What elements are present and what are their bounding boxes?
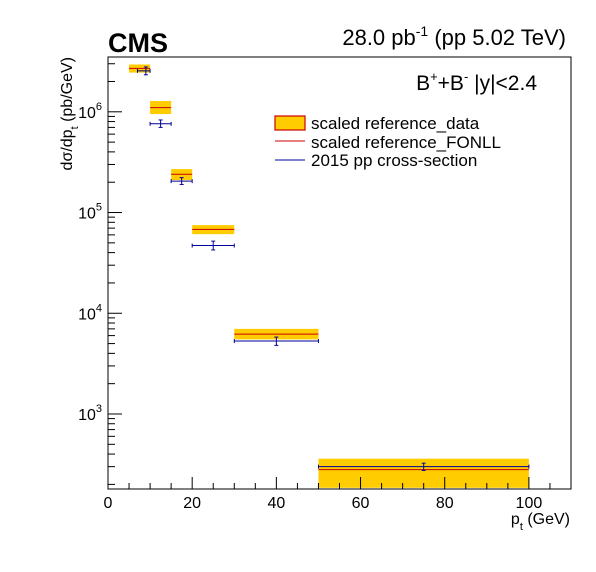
x-tick-label-80: 80 (436, 495, 454, 512)
x-tick-label-100: 100 (516, 495, 543, 512)
luminosity-exponent: -1 (416, 23, 429, 39)
y-tick-label-0: 103 (78, 403, 102, 424)
legend-label-data: scaled reference_data (311, 114, 480, 133)
luminosity-label: 28.0 pb-1 (pp 5.02 TeV) (342, 23, 566, 50)
x-axis-title: pt (GeV) (511, 511, 570, 533)
y-tick-label-1: 104 (78, 302, 102, 323)
luminosity-value: 28.0 pb (342, 25, 415, 50)
axis-layer: 0 20 40 60 80 100 103 104 105 106 (78, 63, 572, 512)
pp2015-point-1 (149, 119, 172, 128)
experiment-label: CMS (108, 28, 168, 58)
x-tick-label-40: 40 (267, 495, 285, 512)
x-tick-label-0: 0 (104, 495, 113, 512)
pp2015-point-2 (170, 177, 193, 185)
x-tick-label-60: 60 (352, 495, 370, 512)
y-axis-title: dσ/dpt (pb/GeV) (59, 57, 81, 170)
selection-annotation: B++B- |y|<2.4 (416, 69, 537, 95)
legend: scaled reference_data scaled reference_F… (274, 114, 501, 170)
y-tick-label-3: 106 (78, 101, 102, 122)
pp2015-point-3 (191, 240, 235, 251)
pp2015-point-4 (233, 336, 319, 346)
data-layer (129, 64, 530, 488)
y-tick-label-2: 105 (78, 202, 102, 223)
legend-label-fonll: scaled reference_FONLL (311, 133, 501, 152)
x-tick-label-20: 20 (183, 495, 201, 512)
legend-swatch-data (274, 115, 306, 131)
pp2015-point-5 (317, 462, 530, 471)
pp2015-point-0 (136, 66, 151, 76)
energy-label: (pp 5.02 TeV) (428, 25, 566, 50)
legend-label-pp2015: 2015 pp cross-section (311, 151, 477, 170)
